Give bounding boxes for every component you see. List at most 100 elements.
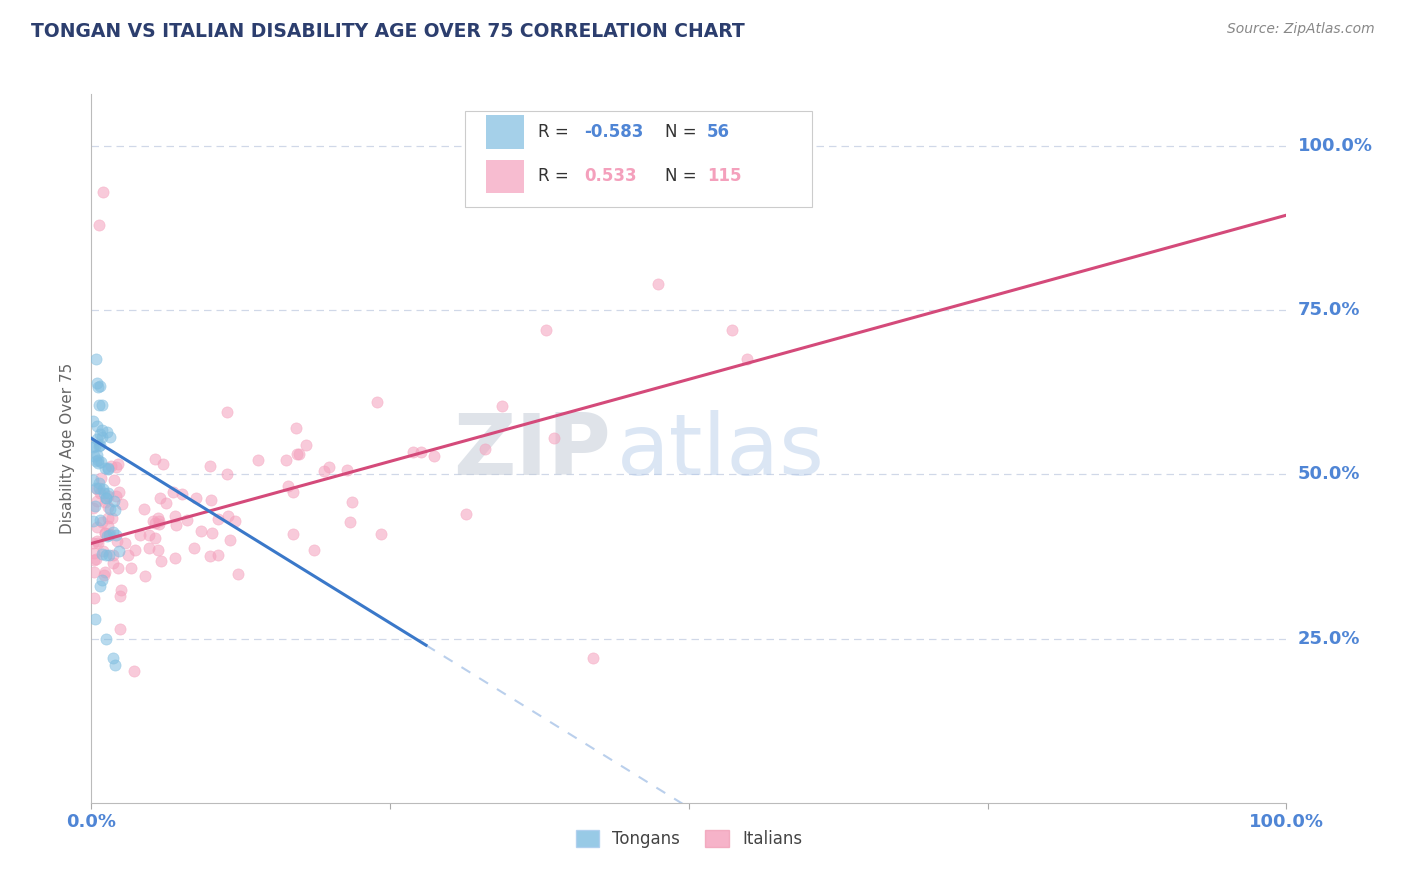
Point bbox=[101, 549, 124, 563]
Point bbox=[100, 511, 122, 525]
Point bbox=[96, 425, 118, 440]
Point bbox=[176, 513, 198, 527]
Point bbox=[96, 529, 118, 543]
Point bbox=[87, 456, 110, 470]
Point bbox=[155, 496, 177, 510]
Text: TONGAN VS ITALIAN DISABILITY AGE OVER 75 CORRELATION CHART: TONGAN VS ITALIAN DISABILITY AGE OVER 75… bbox=[31, 22, 745, 41]
Point bbox=[318, 460, 340, 475]
Point bbox=[94, 525, 117, 540]
Point bbox=[86, 483, 108, 497]
Point bbox=[148, 514, 170, 528]
Point bbox=[83, 566, 105, 580]
Point bbox=[720, 323, 742, 337]
Point bbox=[91, 544, 114, 558]
Point bbox=[91, 515, 114, 529]
Point bbox=[370, 527, 392, 541]
Point bbox=[283, 527, 305, 541]
Point bbox=[94, 565, 117, 579]
Point bbox=[97, 519, 120, 533]
Point bbox=[277, 478, 299, 492]
Point bbox=[86, 493, 108, 508]
Point bbox=[104, 502, 127, 516]
Point bbox=[84, 439, 107, 453]
Point bbox=[103, 473, 125, 487]
Point bbox=[86, 418, 108, 433]
Point bbox=[146, 543, 169, 558]
Point bbox=[83, 591, 105, 605]
Point bbox=[183, 541, 205, 555]
Text: 100.0%: 100.0% bbox=[1298, 137, 1372, 155]
Point bbox=[207, 512, 229, 526]
Point bbox=[97, 548, 120, 562]
Point bbox=[186, 491, 208, 505]
Text: 115: 115 bbox=[707, 168, 741, 186]
Point bbox=[111, 497, 134, 511]
Point bbox=[91, 573, 114, 587]
Point bbox=[138, 528, 160, 542]
Point bbox=[165, 518, 187, 533]
Point bbox=[82, 501, 104, 516]
Point bbox=[491, 399, 513, 413]
Point bbox=[86, 551, 108, 566]
Point bbox=[336, 463, 359, 477]
Text: -0.583: -0.583 bbox=[583, 123, 643, 141]
Point bbox=[90, 423, 112, 437]
Point bbox=[87, 380, 110, 394]
Point bbox=[411, 445, 433, 459]
Point bbox=[217, 508, 239, 523]
Point bbox=[190, 524, 212, 539]
Point bbox=[87, 476, 110, 491]
Point bbox=[218, 533, 240, 547]
Point bbox=[200, 525, 222, 540]
Point bbox=[90, 471, 112, 485]
Point bbox=[735, 352, 758, 367]
Point bbox=[104, 528, 127, 542]
Point bbox=[94, 491, 117, 505]
FancyBboxPatch shape bbox=[486, 160, 524, 193]
Text: 25.0%: 25.0% bbox=[1298, 630, 1360, 648]
Point bbox=[83, 500, 105, 514]
Point bbox=[148, 491, 170, 505]
Text: 75.0%: 75.0% bbox=[1298, 301, 1360, 319]
Point bbox=[312, 464, 335, 478]
Text: N =: N = bbox=[665, 123, 696, 141]
Point bbox=[207, 549, 229, 563]
Point bbox=[134, 569, 156, 583]
Point bbox=[534, 323, 557, 337]
Point bbox=[82, 473, 104, 487]
Point bbox=[152, 457, 174, 471]
Point bbox=[89, 379, 111, 393]
Point bbox=[198, 549, 221, 564]
Point bbox=[97, 489, 120, 503]
Point bbox=[94, 632, 117, 646]
Point bbox=[82, 514, 104, 528]
Point bbox=[165, 551, 187, 566]
Point bbox=[304, 543, 326, 558]
Point bbox=[90, 430, 112, 444]
Point bbox=[200, 458, 222, 473]
Point bbox=[83, 552, 105, 566]
Point bbox=[402, 445, 425, 459]
Point bbox=[89, 513, 111, 527]
Point bbox=[94, 491, 117, 506]
Point bbox=[474, 442, 496, 456]
Point bbox=[103, 493, 125, 508]
Point bbox=[101, 525, 124, 540]
Point bbox=[162, 485, 184, 500]
Point bbox=[108, 623, 131, 637]
Point bbox=[101, 651, 124, 665]
Point bbox=[124, 542, 146, 557]
Point bbox=[89, 579, 111, 593]
Point bbox=[89, 486, 111, 500]
Point bbox=[98, 501, 121, 516]
Point bbox=[91, 547, 114, 561]
Text: R =: R = bbox=[538, 168, 569, 186]
Point bbox=[86, 534, 108, 549]
Point bbox=[128, 528, 150, 542]
Point bbox=[107, 458, 129, 472]
Point bbox=[150, 554, 173, 568]
Point bbox=[454, 507, 477, 521]
Point bbox=[217, 404, 239, 418]
Point bbox=[82, 441, 104, 455]
Point bbox=[89, 427, 111, 442]
